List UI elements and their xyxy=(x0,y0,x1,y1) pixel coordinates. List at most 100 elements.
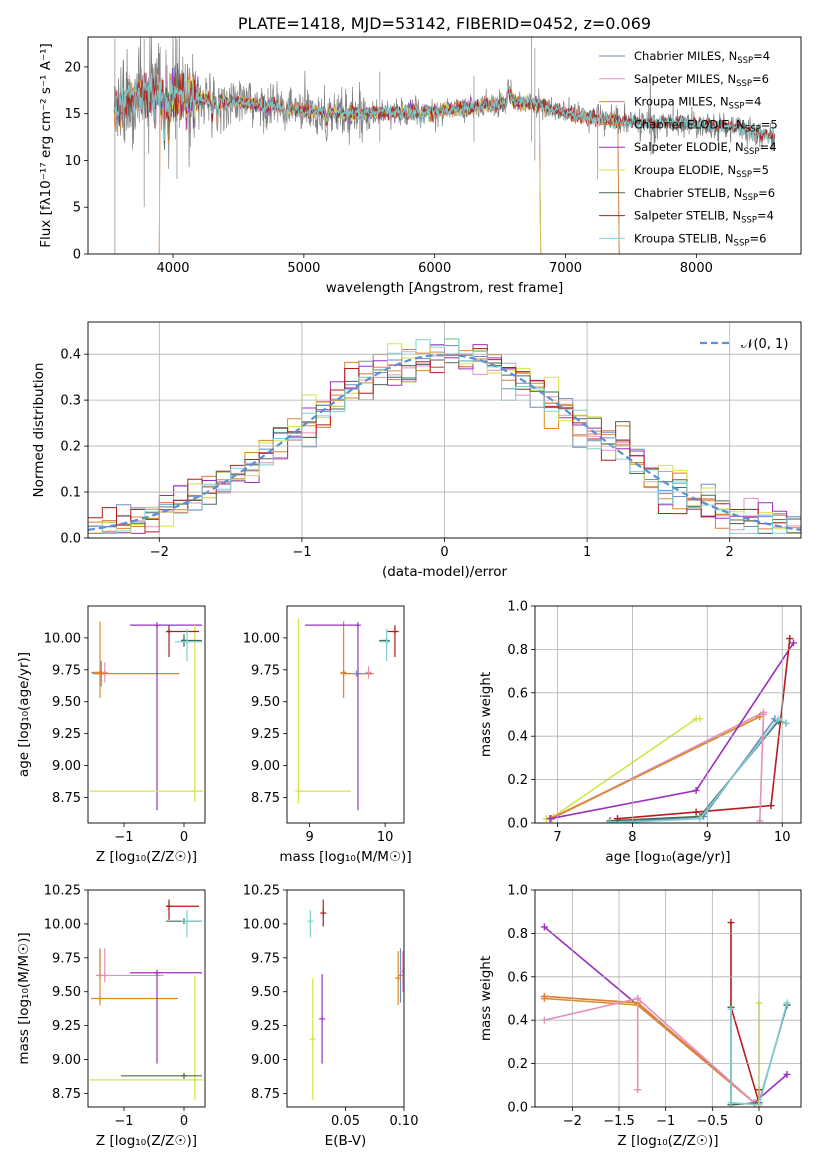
mass-weight-marker xyxy=(790,639,798,647)
errorbar-point xyxy=(121,1072,202,1079)
y-axis-label: mass weight xyxy=(478,672,494,757)
y-tick-label: 9.00 xyxy=(52,759,81,774)
x-tick-label: −2 xyxy=(563,1114,582,1129)
errorbar-point xyxy=(340,621,347,698)
y-tick-label: 10.00 xyxy=(243,631,280,646)
x-tick-label: 5000 xyxy=(287,261,320,276)
axes-residuals: −2 −1 0 1 2 0.0 0.1 0.2 0.3 0.4 (data-model)/error… xyxy=(31,321,802,580)
mass-weight-marker xyxy=(692,786,700,794)
y-tick-label: 0.4 xyxy=(507,1014,528,1029)
errorbar-point xyxy=(379,637,390,644)
legend-name: Chabrier ELODIE, N xyxy=(634,117,745,131)
x-tick-label: −1 xyxy=(656,1114,675,1129)
y-tick-label: 9.25 xyxy=(52,1019,81,1034)
legend-name: Salpeter ELODIE, N xyxy=(634,140,744,154)
plot-area xyxy=(113,37,776,254)
y-tick-label: 9.25 xyxy=(52,727,81,742)
x-tick-label: 7 xyxy=(553,830,561,845)
y-axis-label: Normed distribution xyxy=(31,363,47,498)
x-tick-label: 0.10 xyxy=(390,1114,419,1129)
mass-weight-marker xyxy=(760,711,768,718)
errorbar-point xyxy=(95,670,180,677)
legend-label: Chabrier ELODIE, NSSP=5 xyxy=(634,117,778,134)
x-tick-label: 0 xyxy=(180,1114,188,1129)
x-axis-label: (data-model)/error xyxy=(382,564,508,580)
errorbar-point xyxy=(295,618,352,804)
errorbar-point xyxy=(95,948,164,983)
x-tick-label: 9 xyxy=(306,830,314,845)
errorbar-point xyxy=(91,951,178,1006)
plot-area xyxy=(540,919,791,1107)
mass-weight-marker xyxy=(756,713,764,721)
x-tick-label: −2 xyxy=(150,545,169,560)
mass-weight-marker xyxy=(775,715,783,723)
errorbar-point xyxy=(181,634,202,647)
x-axis-label: Z [log₁₀(Z/Z☉)] xyxy=(96,849,197,865)
x-tick-label: −1 xyxy=(114,1114,133,1129)
errorbar-point xyxy=(387,625,399,658)
y-tick-label: 1.0 xyxy=(507,884,528,899)
errorbar-point xyxy=(307,910,314,938)
y-tick-label: 20 xyxy=(64,60,81,75)
y-tick-label: 15 xyxy=(64,107,81,122)
x-axis-label: age [log₁₀(age/yr)] xyxy=(605,849,730,865)
model-spectrum-line xyxy=(158,68,542,254)
axes-frame xyxy=(286,889,405,1108)
legend-sub: SSP xyxy=(742,193,758,203)
y-axis-label: mass weight xyxy=(478,956,494,1041)
x-tick-label: 0 xyxy=(440,545,448,560)
mass-weight-line xyxy=(544,997,755,1104)
y-tick-label: 8.75 xyxy=(251,791,280,806)
mass-weight-marker xyxy=(696,715,704,723)
axes-frame xyxy=(286,605,405,824)
x-axis-label: Z [log₁₀(Z/Z☉)] xyxy=(96,1133,197,1149)
y-tick-label: 0.6 xyxy=(507,970,528,985)
legend-label: Kroupa ELODIE, NSSP=5 xyxy=(634,163,769,180)
errorbar-point xyxy=(340,670,374,677)
y-tick-label: 10.00 xyxy=(243,917,280,932)
axes-mass_vs_age: 9 10 8.75 9.00 9.25 9.50 9.75 10.00 mass [log₁₀(… xyxy=(243,605,412,865)
mass-weight-line xyxy=(551,715,761,820)
legend-name: Chabrier MILES, N xyxy=(634,49,737,63)
mass-weight-marker xyxy=(540,992,548,1000)
plot-area xyxy=(89,899,204,1101)
axes-EBV_vs_mass: 0.05 0.10 8.75 9.00 9.25 9.50 9.75 10.00 10.25 E(… xyxy=(243,884,419,1150)
y-tick-label: 9.50 xyxy=(251,985,280,1000)
x-axis-label: wavelength [Angstrom, rest frame] xyxy=(326,280,564,296)
legend-sub: SSP xyxy=(745,124,761,134)
chart-title: PLATE=1418, MJD=53142, FIBERID=0452, z=0… xyxy=(238,14,651,33)
mass-weight-line xyxy=(730,922,760,1103)
errorbar-point xyxy=(399,951,404,992)
x-tick-label: 0 xyxy=(180,830,188,845)
y-tick-label: 9.75 xyxy=(52,663,81,678)
legend-label: Kroupa MILES, NSSP=4 xyxy=(634,95,761,112)
mass-weight-marker xyxy=(546,815,554,823)
mass-weight-marker xyxy=(692,808,700,816)
legend-name: Kroupa ELODIE, N xyxy=(634,163,736,177)
mass-weight-marker xyxy=(782,719,790,727)
mass-weight-marker xyxy=(634,995,642,1002)
legend-label: Salpeter MILES, NSSP=6 xyxy=(634,72,769,89)
y-tick-label: 8.75 xyxy=(52,1087,81,1102)
legend-suffix: =4 xyxy=(753,49,770,63)
errorbar-point xyxy=(130,622,202,811)
errorbar-point xyxy=(305,622,361,811)
legend-suffix: =4 xyxy=(744,95,761,109)
legend-label: Salpeter ELODIE, NSSP=4 xyxy=(634,140,777,157)
y-tick-label: 10.25 xyxy=(44,884,81,899)
legend-name: Salpeter MILES, N xyxy=(634,72,736,86)
x-tick-label: 2 xyxy=(726,545,734,560)
x-tick-label: 10 xyxy=(377,830,394,845)
y-tick-label: 0.4 xyxy=(507,730,528,745)
legend-sub: SSP xyxy=(734,238,750,248)
errorbar-point xyxy=(181,910,202,938)
mass-weight-line xyxy=(617,638,791,820)
x-axis-label: mass [log₁₀(M/M☉)] xyxy=(279,849,411,865)
errorbar-point xyxy=(89,625,204,802)
y-tick-label: 9.00 xyxy=(251,1053,280,1068)
axes-frame xyxy=(87,36,802,255)
legend-name: Kroupa MILES, N xyxy=(634,95,729,109)
y-tick-label: 9.25 xyxy=(251,1019,280,1034)
